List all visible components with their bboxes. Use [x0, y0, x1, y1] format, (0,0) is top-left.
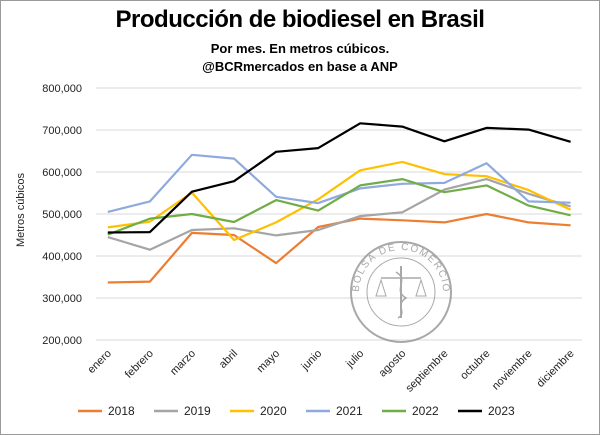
legend-label: 2020: [260, 404, 287, 418]
x-tick-label: febrero: [123, 348, 156, 381]
chart-subtitle-units: Por mes. En metros cúbicos.: [210, 41, 390, 56]
x-tick-label: octubre: [458, 348, 492, 382]
series-line-2019: [107, 178, 571, 251]
series-line-2022: [107, 178, 571, 236]
legend-label: 2022: [412, 404, 439, 418]
x-tick-label: enero: [86, 348, 114, 376]
y-tick-label: 700,000: [42, 125, 82, 137]
series-line-2023: [107, 122, 571, 234]
legend-label: 2021: [336, 404, 363, 418]
y-axis-ticks: 200,000 300,000 400,000 500,000 600,000 700,0…: [42, 83, 82, 347]
y-tick-label: 500,000: [42, 209, 82, 221]
series-line-2018: [107, 212, 571, 284]
svg-text:BOLSA DE COMERCIO DE ROSARIO: BOLSA DE COMERCIO DE ROSARIO: [0, 0, 450, 293]
seal-text: BOLSA DE COMERCIO DE ROSARIO: [0, 0, 450, 293]
legend: 2018 2019 2020 2021 2022 2023: [78, 404, 515, 418]
x-axis-ticks: enero febrero marzo abril mayo junio julio agos…: [86, 348, 577, 395]
y-tick-label: 300,000: [42, 293, 82, 305]
x-tick-label: julio: [343, 348, 366, 371]
y-tick-label: 400,000: [42, 251, 82, 263]
x-tick-label: junio: [299, 348, 325, 374]
series-line-2021: [107, 153, 571, 213]
x-tick-label: abril: [217, 348, 240, 371]
x-tick-label: mayo: [255, 348, 283, 376]
chart-subtitle-source: @BCRmercados en base a ANP: [202, 59, 398, 74]
x-tick-label: agosto: [377, 348, 409, 380]
x-tick-label: septiembre: [404, 348, 451, 395]
y-tick-label: 600,000: [42, 167, 82, 179]
series-lines: [107, 122, 572, 284]
x-tick-label: noviembre: [490, 348, 535, 393]
legend-label: 2023: [488, 404, 515, 418]
y-axis-label: Metros cúbicos: [15, 173, 27, 247]
y-tick-label: 200,000: [42, 335, 82, 347]
gridlines: [96, 87, 582, 341]
x-tick-label: diciembre: [535, 348, 577, 390]
series-line-2020: [107, 160, 572, 242]
y-tick-label: 800,000: [42, 83, 82, 95]
x-tick-label: marzo: [168, 348, 198, 378]
legend-label: 2019: [184, 404, 211, 418]
chart-title: Producción de biodiesel en Brasil: [115, 6, 485, 33]
legend-label: 2018: [108, 404, 135, 418]
